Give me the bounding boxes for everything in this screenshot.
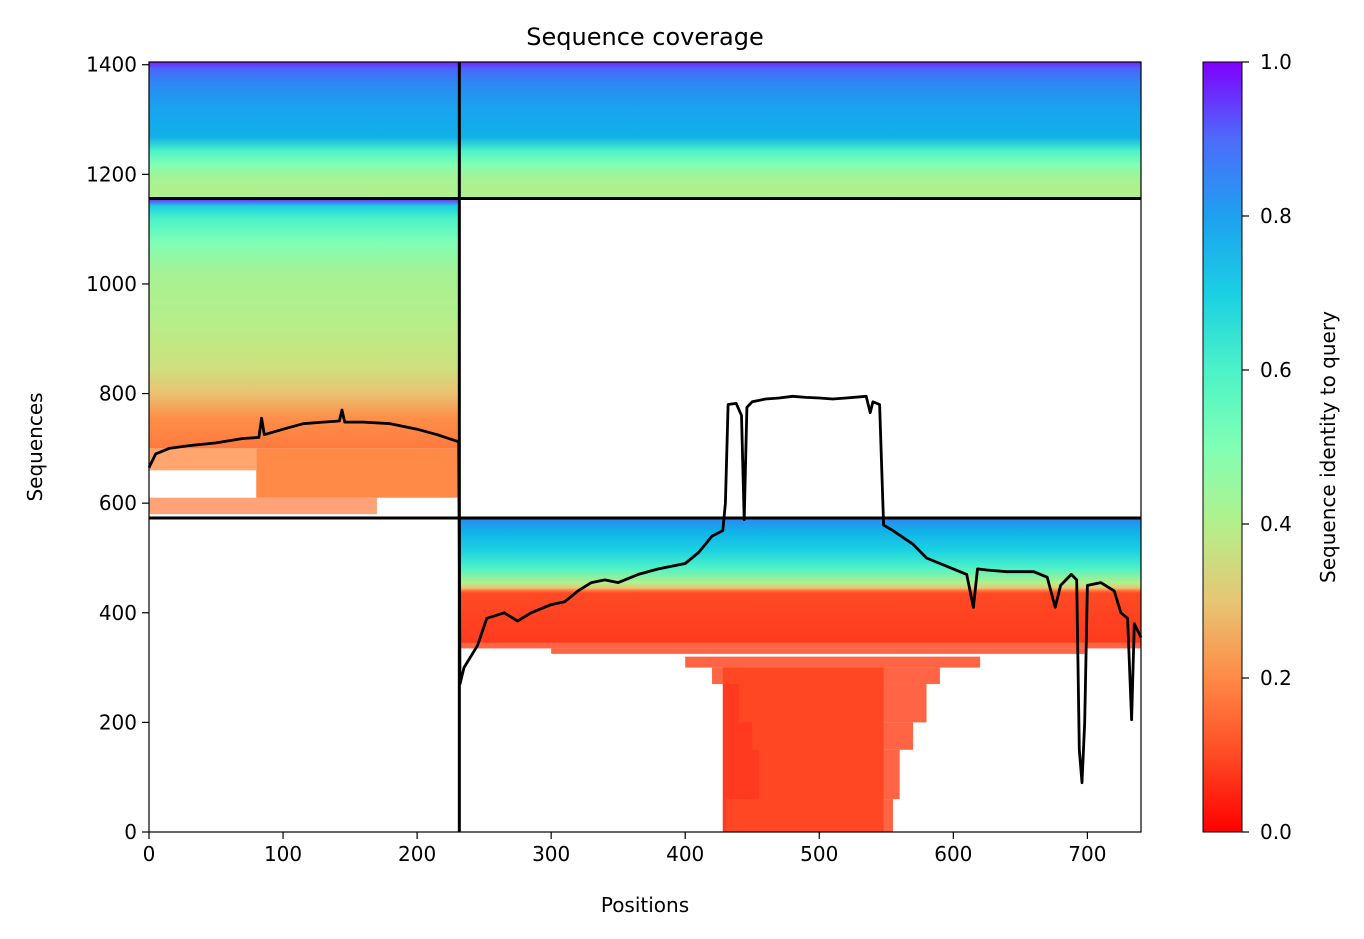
x-tick-label: 100 [264, 842, 302, 866]
colorbar-tick-label: 0.0 [1260, 820, 1292, 844]
y-tick-label: 600 [99, 491, 137, 515]
alignment-block [551, 648, 1088, 654]
alignment-block [459, 517, 1141, 643]
y-tick-label: 400 [99, 601, 137, 625]
alignment-block [712, 667, 940, 685]
alignment-block [725, 799, 893, 832]
x-tick-label: 700 [1068, 842, 1106, 866]
y-tick-label: 200 [99, 710, 137, 734]
coverage-line-group [147, 394, 1143, 785]
alignment-block [149, 448, 257, 471]
colorbar-label: Sequence identity to query [1316, 311, 1340, 583]
plot-frame [148, 61, 1142, 833]
colorbar-gradient [1202, 61, 1243, 833]
y-tick-label: 1200 [86, 162, 137, 186]
y-tick-label: 0 [124, 820, 137, 844]
colorbar-tick-label: 0.2 [1260, 666, 1292, 690]
alignment-block [149, 62, 460, 199]
colorbar-tick-label: 0.6 [1260, 358, 1292, 382]
colorbar: 0.0 0.2 0.4 0.6 0.8 1.0 Sequence identity to … [1202, 50, 1340, 844]
block-separators [149, 62, 1141, 832]
alignment-block [256, 448, 460, 498]
alignment-block [738, 684, 927, 723]
colorbar-tick-label: 0.8 [1260, 204, 1292, 228]
plot-area [147, 61, 1143, 833]
x-axis-label: Positions [601, 893, 689, 917]
y-tick-label: 800 [99, 382, 137, 406]
y-tick-label: 1000 [86, 272, 137, 296]
colorbar-tick-label: 1.0 [1260, 50, 1292, 74]
colorbar-tick-label: 0.4 [1260, 512, 1292, 536]
x-tick-label: 400 [666, 842, 704, 866]
x-tick-label: 300 [532, 842, 570, 866]
x-tick-label: 200 [398, 842, 436, 866]
alignment-block [752, 722, 914, 750]
coverage-line [147, 394, 1143, 785]
y-tick-label: 1400 [86, 53, 137, 77]
x-axis-ticks: 0 100 200 300 400 500 600 700 [143, 832, 1106, 866]
x-tick-label: 600 [934, 842, 972, 866]
alignment-block [149, 198, 460, 449]
y-axis-ticks: 0 200 400 600 800 1000 1200 1400 [86, 53, 149, 844]
chart-title: Sequence coverage [526, 23, 763, 51]
alignment-block [460, 642, 1142, 649]
alignment-block [149, 497, 377, 515]
alignment-block [685, 656, 981, 668]
x-tick-label: 0 [143, 842, 156, 866]
x-tick-label: 500 [800, 842, 838, 866]
alignment-blocks [149, 62, 1142, 832]
alignment-block [459, 62, 1141, 199]
y-axis-label: Sequences [23, 392, 47, 501]
colorbar-ticks: 0.0 0.2 0.4 0.6 0.8 1.0 [1242, 50, 1292, 844]
alignment-block [758, 749, 900, 800]
